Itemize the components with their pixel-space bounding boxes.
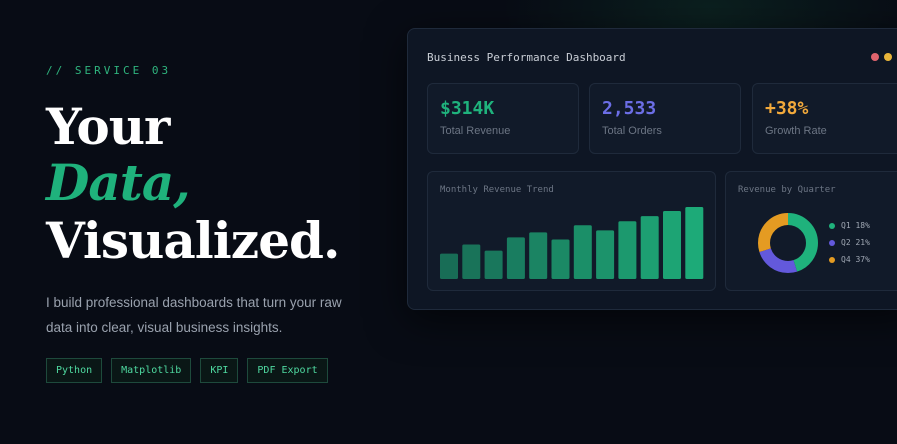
donut-slice	[758, 213, 818, 273]
headline-line-1: Your	[46, 97, 170, 156]
donut-slice	[758, 213, 818, 273]
donut-chart-panel: Revenue by Quarter Q1 18% Q2 21% Q4 37%	[725, 171, 897, 291]
bar-chart-panel: Monthly Revenue Trend	[427, 171, 716, 291]
bar-chart	[440, 207, 704, 279]
close-dot-icon	[871, 53, 879, 61]
legend-label: Q1 18%	[841, 221, 870, 230]
bar	[551, 239, 570, 279]
bar	[506, 237, 525, 279]
description: I build professional dashboards that tur…	[46, 295, 342, 335]
tag: PDF Export	[247, 358, 328, 383]
bar	[640, 216, 659, 279]
legend-item: Q1 18%	[829, 221, 870, 230]
bar	[663, 211, 681, 279]
kpi-label: Total Revenue	[440, 125, 511, 137]
bar	[596, 230, 615, 279]
legend-label: Q2 21%	[841, 238, 870, 247]
bar	[440, 253, 458, 279]
bar	[685, 207, 704, 279]
kpi-value: +38%	[765, 98, 809, 119]
bar	[529, 232, 548, 279]
headline-line-3: Visualized.	[46, 211, 340, 270]
tag: KPI	[200, 358, 239, 383]
dashboard-title: Business Performance Dashboard	[427, 51, 626, 64]
legend-item: Q2 21%	[829, 238, 870, 247]
tag: Matplotlib	[111, 358, 192, 383]
legend-swatch	[829, 222, 835, 229]
kpi-label: Total Orders	[602, 125, 662, 137]
tag-list: Python Matplotlib KPI PDF Export	[46, 358, 328, 383]
headline-line-2: Data,	[46, 153, 191, 212]
bar	[484, 250, 503, 279]
eyebrow: // SERVICE 03	[46, 64, 172, 77]
minimize-dot-icon	[884, 53, 892, 61]
window-controls	[871, 53, 892, 61]
legend-swatch	[829, 239, 835, 246]
donut-chart	[758, 213, 818, 273]
legend-swatch	[829, 256, 835, 263]
kpi-card-growth: +38% Growth Rate	[752, 83, 897, 154]
kpi-label: Growth Rate	[765, 125, 827, 137]
kpi-value: 2,533	[602, 98, 657, 119]
bar	[618, 221, 637, 279]
dashboard-preview: Business Performance Dashboard $314K Tot…	[407, 28, 897, 310]
kpi-value: $314K	[440, 98, 495, 119]
bar	[573, 225, 592, 279]
tag: Python	[46, 358, 103, 383]
chart-title: Revenue by Quarter	[738, 185, 836, 195]
kpi-card-orders: 2,533 Total Orders	[589, 83, 741, 154]
legend-item: Q4 37%	[829, 255, 870, 264]
legend-label: Q4 37%	[841, 255, 870, 264]
chart-title: Monthly Revenue Trend	[440, 185, 554, 195]
kpi-card-revenue: $314K Total Revenue	[427, 83, 579, 154]
bar	[462, 244, 481, 279]
